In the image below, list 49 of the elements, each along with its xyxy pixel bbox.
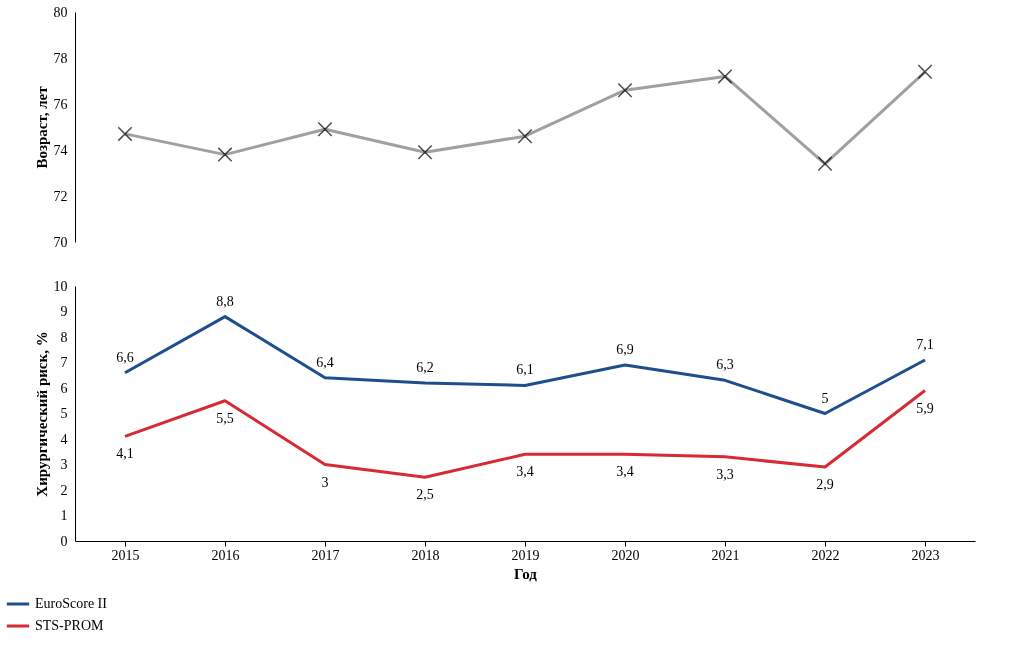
x-tick-label: 2017: [311, 547, 340, 563]
data-label: 8,8: [216, 293, 234, 309]
data-label: 6,9: [616, 342, 634, 358]
x-tick-label: 2019: [511, 547, 540, 563]
data-label: 2,5: [416, 487, 434, 503]
y-axis-title: Возраст, лет: [33, 85, 50, 169]
y-tick-label: 7: [60, 355, 68, 370]
data-label: 6,2: [416, 359, 434, 375]
y-tick-label: 80: [53, 4, 68, 20]
y-tick-label: 0: [60, 533, 68, 549]
y-tick-label: 70: [53, 234, 68, 250]
x-tick-label: 2021: [711, 547, 740, 563]
data-label: 5: [821, 390, 829, 406]
data-label: 3,4: [516, 464, 534, 480]
data-label: 6,6: [116, 349, 134, 365]
x-tick-label: 2020: [611, 547, 640, 563]
y-axis-title: Хирургический риск, %: [33, 331, 50, 497]
x-tick-label: 2022: [811, 547, 840, 563]
legend-label: STS-PROM: [35, 618, 105, 633]
x-tick-label: 2015: [111, 547, 140, 563]
data-label: 5,9: [916, 400, 934, 416]
y-tick-label: 78: [53, 50, 68, 66]
data-label: 7,1: [916, 336, 934, 352]
y-tick-label: 4: [60, 431, 68, 447]
x-tick-label: 2016: [211, 547, 240, 563]
y-tick-label: 76: [53, 96, 68, 112]
x-tick-label: 2018: [411, 547, 440, 563]
x-tick-label: 2023: [911, 547, 940, 563]
legend-label: EuroScore II: [35, 596, 108, 611]
data-label: 5,5: [216, 410, 234, 426]
data-label: 2,9: [816, 477, 834, 493]
data-label: 3,3: [716, 466, 734, 482]
y-tick-label: 6: [60, 380, 68, 396]
y-tick-label: 10: [53, 278, 68, 294]
y-tick-label: 5: [60, 406, 68, 421]
x-axis-title: Год: [514, 565, 538, 582]
data-label: 6,3: [716, 357, 734, 373]
y-tick-label: 3: [60, 457, 68, 472]
y-tick-label: 74: [53, 142, 68, 158]
data-label: 3: [321, 474, 329, 490]
data-label: 6,4: [316, 354, 334, 370]
data-label: 6,1: [516, 362, 534, 378]
y-tick-label: 9: [60, 304, 68, 319]
data-label: 4,1: [116, 446, 134, 462]
data-label: 3,4: [616, 464, 634, 480]
y-tick-label: 8: [60, 329, 68, 345]
y-tick-label: 2: [60, 482, 68, 498]
y-tick-label: 72: [53, 188, 68, 204]
y-tick-label: 1: [60, 508, 68, 523]
